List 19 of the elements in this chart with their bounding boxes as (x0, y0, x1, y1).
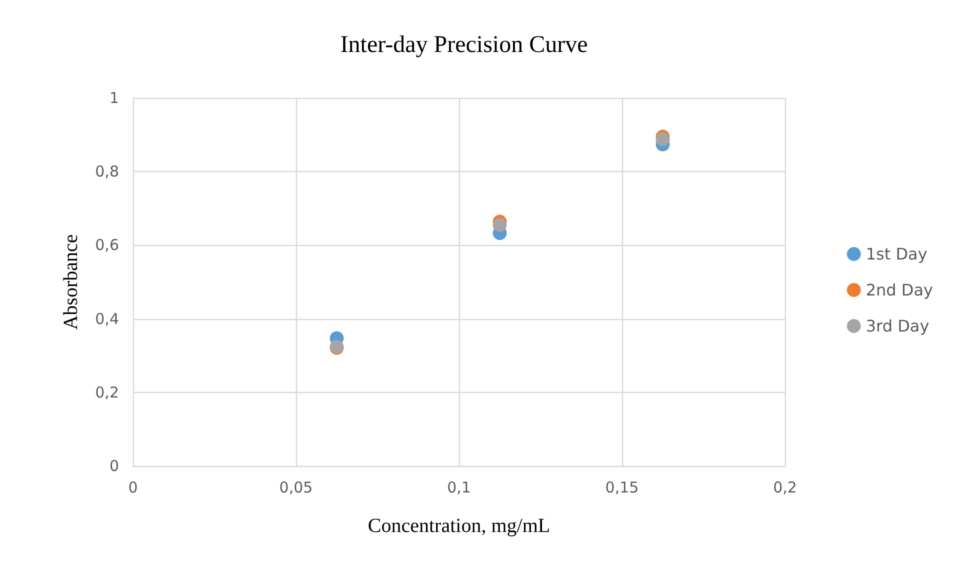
y-tick-label: 0 (109, 457, 119, 475)
point (656, 132, 670, 146)
x-tick-label: 0 (128, 478, 138, 496)
x-tick-label: 0,15 (605, 478, 639, 496)
y-tick-label: 0,6 (95, 236, 119, 254)
y-tick-label: 1 (109, 89, 119, 107)
x-tick-label: 0,1 (447, 478, 471, 496)
x-tick-label: 0,2 (773, 478, 797, 496)
point (492, 218, 507, 232)
legend-label: 2nd Day (866, 280, 933, 300)
chart-title: Inter-day Precision Curve (340, 32, 588, 58)
y-tick-label: 0,4 (95, 310, 119, 328)
y-tick-label: 0,8 (95, 162, 119, 181)
y-axis-title: Absorbance (60, 234, 82, 330)
x-axis-title: Concentration, mg/mL (368, 515, 550, 537)
legend-label: 1st Day (866, 244, 928, 264)
legend-label: 3rd Day (866, 316, 930, 336)
y-tick-label: 0,2 (95, 383, 119, 402)
x-tick-label: 0,05 (279, 478, 313, 496)
